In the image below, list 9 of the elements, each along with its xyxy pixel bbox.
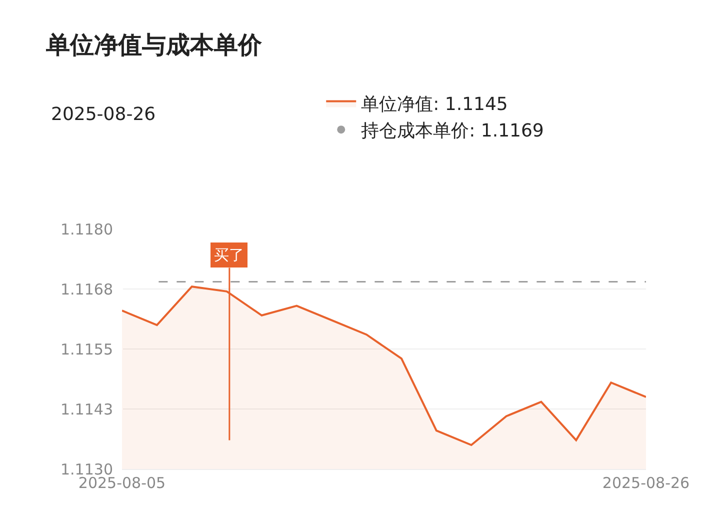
y-tick-label: 1.1168 <box>60 280 113 298</box>
annotation: 买了 <box>214 246 244 264</box>
legend-label: 持仓成本单价: 1.1169 <box>361 120 544 142</box>
text: 2025-08-26 <box>51 104 156 125</box>
chart-title: 单位净值与成本单价 <box>45 31 264 60</box>
y-tick-label: 1.1143 <box>60 400 113 418</box>
y-tick-label: 1.1155 <box>60 340 113 358</box>
y-tick-label: 1.1180 <box>60 220 113 238</box>
legend-label: 单位净值: 1.1145 <box>361 94 508 116</box>
